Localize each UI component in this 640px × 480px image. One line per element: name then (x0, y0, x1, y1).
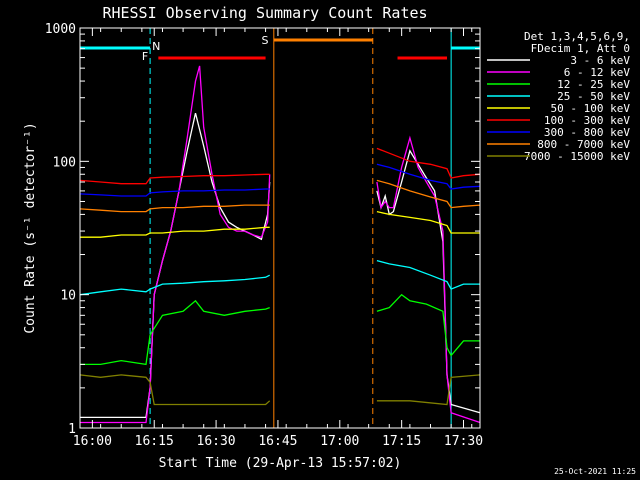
series-line-2 (80, 293, 480, 366)
x-tick-label: 17:15 (382, 434, 421, 449)
legend-label: 12 - 25 keV (557, 78, 630, 91)
legend-label: 25 - 50 keV (557, 90, 630, 103)
legend-label: 3 - 6 keV (570, 54, 630, 67)
x-tick-label: 17:00 (320, 434, 359, 449)
series-line-1 (80, 65, 481, 424)
series-line-5 (79, 147, 481, 185)
legend-label: 50 - 100 keV (551, 102, 631, 115)
x-axis-label: Start Time (29-Apr-13 15:57:02) (159, 456, 402, 471)
x-tick-label: 16:15 (135, 434, 174, 449)
y-tick-label: 1000 (45, 22, 76, 37)
legend: Det 1,3,4,5,6,9, FDecim 1, Att 0 3 - 6 k… (487, 30, 630, 163)
x-tick-label: 16:45 (258, 434, 297, 449)
legend-label: 800 - 7000 keV (537, 138, 630, 151)
y-tick-label: 1 (68, 422, 76, 437)
y-tick-label: 10 (60, 289, 76, 304)
legend-label: 7000 - 15000 keV (524, 150, 630, 163)
flag-label-N: N (152, 40, 160, 53)
series-line-7 (79, 179, 481, 213)
flag-label-S: S (261, 34, 268, 47)
legend-label: 300 - 800 keV (544, 126, 630, 139)
x-tick-label: 17:30 (444, 434, 483, 449)
flag-label-F: F (142, 50, 148, 63)
chart-title: RHESSI Observing Summary Count Rates (102, 4, 427, 22)
legend-header-line-1: Det 1,3,4,5,6,9, (524, 30, 630, 43)
x-tick-label: 16:00 (73, 434, 112, 449)
series-line-6 (79, 163, 481, 197)
y-tick-label: 100 (53, 155, 76, 170)
legend-label: 100 - 300 keV (544, 114, 630, 127)
y-axis-label: Count Rate (s⁻¹ detector⁻¹) (23, 122, 38, 333)
series-line-8 (79, 374, 481, 406)
series-line-4 (80, 210, 480, 238)
legend-header-line-2: FDecim 1, Att 0 (531, 42, 630, 55)
series-line-0 (80, 112, 481, 419)
legend-label: 6 - 12 keV (564, 66, 631, 79)
timestamp: 25-Oct-2021 11:25 (554, 467, 636, 476)
x-tick-label: 16:30 (197, 434, 236, 449)
plot-frame (79, 27, 481, 429)
plot-area: 1 10 100 1000 16:00 16:15 16:30 16:45 17:00 17:1… (45, 22, 483, 449)
series-line-3 (79, 259, 480, 296)
